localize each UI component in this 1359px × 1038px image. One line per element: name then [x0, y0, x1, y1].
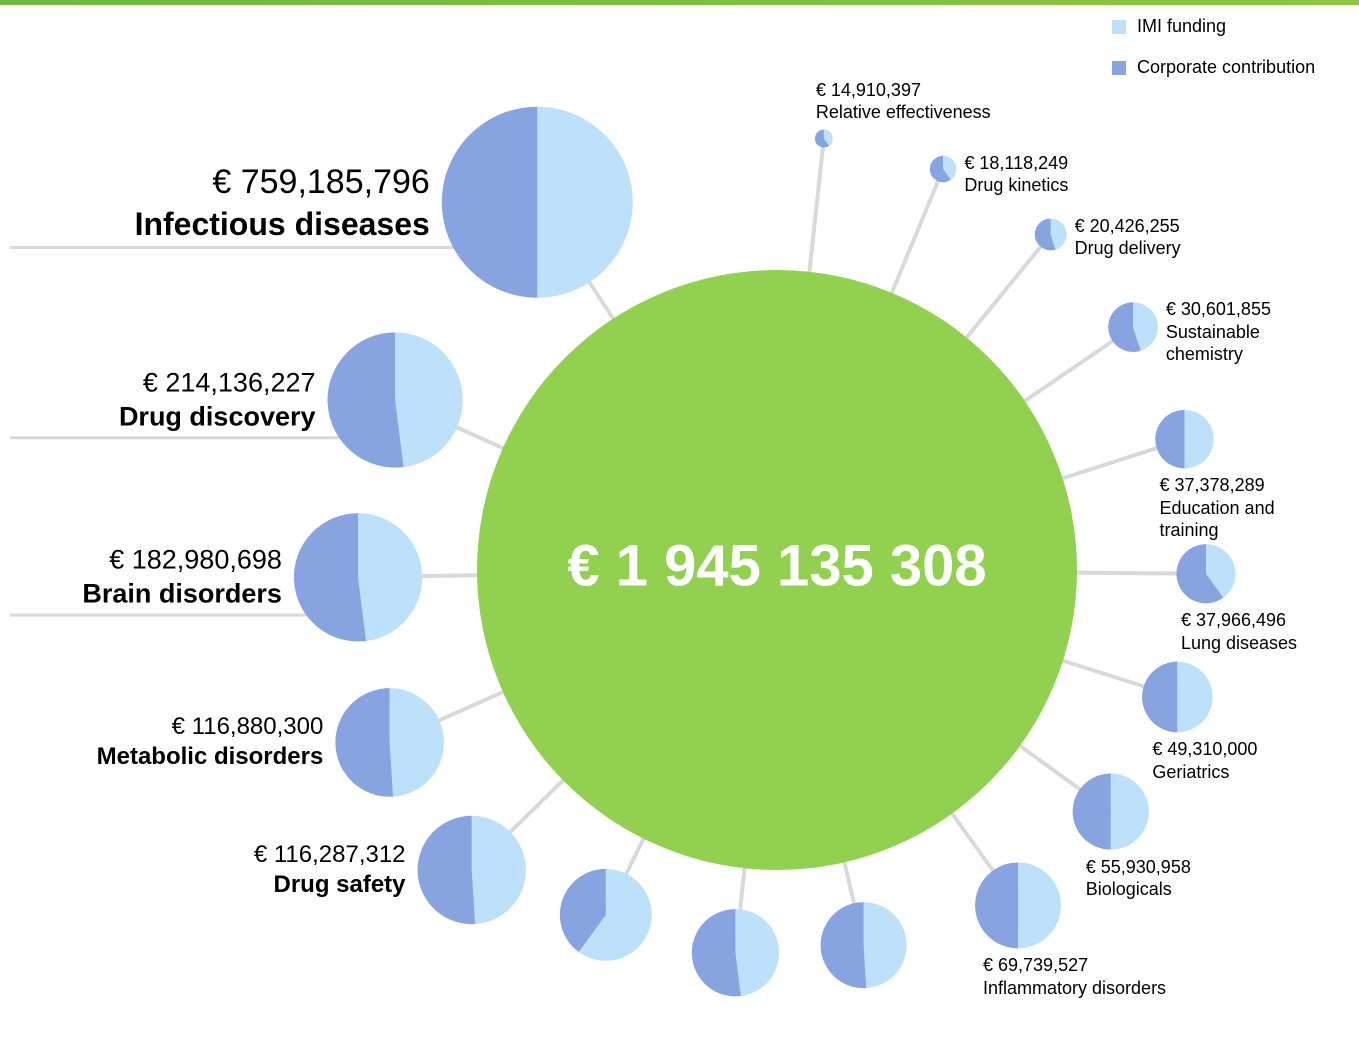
pie-slice	[537, 106, 633, 298]
category-label: Drug kinetics	[964, 175, 1069, 196]
category-label: Drug safety	[273, 870, 406, 898]
pie-slice	[1050, 218, 1067, 250]
top-band	[0, 0, 1359, 5]
pie-slice	[293, 513, 367, 642]
pie-slice	[975, 862, 1019, 949]
amount-label: € 30,601,855	[1165, 299, 1271, 320]
legend-label: IMI funding	[1137, 16, 1226, 36]
amount-label: € 20,426,255	[1074, 215, 1180, 236]
pie-slice	[1177, 661, 1213, 733]
pie-slice	[929, 155, 951, 183]
category-label: Lung diseases	[1180, 632, 1298, 653]
amount-label: € 18,118,249	[964, 152, 1069, 173]
amount-label: € 37,966,496	[1180, 610, 1287, 631]
category-label: Drug delivery	[1074, 238, 1181, 259]
category-label: Drug discovery	[118, 400, 316, 431]
pie-slice	[395, 332, 463, 468]
legend-swatch	[1112, 61, 1126, 75]
pie-slice	[1133, 302, 1158, 351]
bubble-label: € 30,601,855 Sustainable chemistry	[1166, 298, 1281, 366]
category-label: Education and training	[1159, 497, 1275, 541]
category-label: Infectious diseases	[134, 205, 430, 242]
pie-slice	[814, 129, 830, 148]
amount-label: € 759,185,796	[212, 162, 430, 201]
amount-label: € 69,739,527	[983, 955, 1089, 976]
pie-slice	[441, 106, 538, 298]
bubble-label: € 214,136,227 Drug discovery	[119, 366, 316, 434]
category-label: Brain disorders	[82, 578, 282, 609]
total-circle	[477, 270, 1077, 870]
category-label: Biologicals	[1085, 879, 1172, 900]
pie-slice	[1155, 409, 1185, 469]
pie-slice	[1018, 862, 1061, 949]
bubble-label: € 116,287,312 Drug safety	[254, 840, 406, 900]
legend: IMI funding Corporate contribution	[1112, 16, 1315, 77]
pie-slice	[943, 155, 957, 180]
amount-label: € 214,136,227	[142, 367, 316, 398]
amount-label: € 37,378,289	[1159, 475, 1265, 496]
pie-slice	[1142, 661, 1178, 733]
bubble-label: € 49,310,000 Geriatrics	[1152, 738, 1257, 783]
amount-label: € 182,980,698	[109, 544, 282, 575]
total-label: € 1 945 135 308	[567, 533, 986, 598]
category-label: Metabolic disorders	[96, 743, 324, 771]
pie-slice	[823, 129, 833, 146]
amount-label: € 14,910,397	[815, 79, 921, 100]
pie-slice	[389, 688, 444, 797]
bubble-label: € 20,426,255 Drug delivery	[1075, 215, 1181, 260]
category-label: Geriatrics	[1152, 761, 1230, 782]
pie-slice	[358, 513, 423, 641]
pie-slice	[1110, 773, 1149, 850]
pie-slice	[1072, 773, 1111, 850]
pie-slice	[820, 902, 867, 989]
pie-slice	[417, 815, 476, 925]
amount-label: € 116,287,312	[253, 840, 406, 868]
bubbles: € 1 945 135 308	[293, 106, 1236, 997]
bubble-label: € 759,185,796 Infectious diseases	[135, 161, 430, 244]
pie-slice	[1205, 544, 1236, 598]
pie-slice	[1108, 302, 1141, 352]
category-label: Sustainable chemistry	[1165, 321, 1260, 365]
pie-slice	[863, 902, 907, 989]
pie-slice	[578, 868, 652, 961]
pie-slice	[735, 909, 780, 997]
pie-slice	[1184, 409, 1214, 469]
amount-label: € 55,930,958	[1085, 856, 1191, 877]
bubble-label: € 37,378,289 Education and training	[1160, 474, 1300, 542]
amount-label: € 116,880,300	[171, 713, 324, 741]
pie-slice	[559, 868, 606, 953]
legend-label: Corporate contribution	[1137, 57, 1315, 77]
category-label: Relative effectiveness	[815, 102, 991, 123]
pie-slice	[327, 332, 404, 468]
bubble-label: € 18,118,249 Drug kinetics	[964, 152, 1068, 197]
bubble-label: € 55,930,958 Biologicals	[1086, 856, 1191, 901]
bubble-label: € 116,880,300 Metabolic disorders	[97, 712, 324, 772]
category-label: Inflammatory disorders	[983, 977, 1167, 998]
pie-slice	[1176, 544, 1224, 604]
pie-slice	[691, 909, 741, 997]
pie-slice	[1034, 218, 1056, 251]
bubble-label: € 14,910,397 Relative effectiveness	[816, 79, 991, 124]
bubble-label: € 37,966,496 Lung diseases	[1181, 609, 1297, 654]
pie-slice	[335, 688, 394, 797]
bubble-label: € 69,739,527 Inflammatory disorders	[983, 954, 1166, 999]
pie-slice	[471, 815, 526, 925]
bubble-label: € 182,980,698 Brain disorders	[82, 544, 282, 612]
amount-label: € 49,310,000	[1152, 739, 1258, 760]
legend-swatch	[1112, 20, 1126, 34]
